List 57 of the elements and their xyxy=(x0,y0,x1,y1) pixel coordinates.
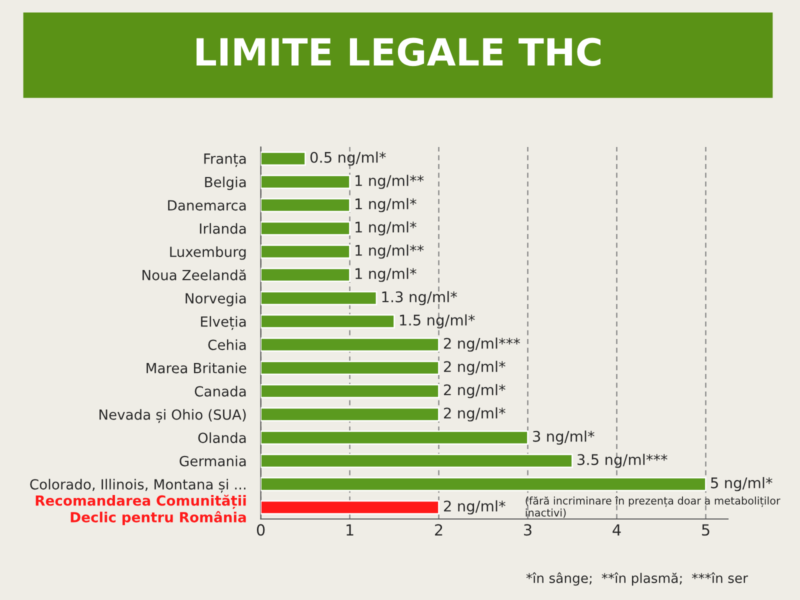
bar xyxy=(260,360,440,375)
data-label: 1 ng/ml* xyxy=(356,198,416,212)
y-tick-label: Olanda xyxy=(198,432,246,444)
data-label: 5 ng/ml* xyxy=(711,477,772,492)
annotation: (fără incriminare în prezența doar a metaboliților inactivi) xyxy=(526,496,780,518)
bar xyxy=(260,291,378,306)
bar xyxy=(260,268,350,282)
data-label: 3 ng/ml* xyxy=(533,430,594,445)
data-label: 2 ng/ml* xyxy=(444,500,506,514)
y-tick-label: Franța xyxy=(204,154,246,168)
y-tick-label: Elveția xyxy=(201,316,246,330)
x-tick-label: 2 xyxy=(435,524,442,536)
data-label: 1.5 ng/ml* xyxy=(400,314,475,328)
x-tick-label: 3 xyxy=(524,524,532,536)
bar xyxy=(260,430,528,445)
text: *în sânge; **în plasmă; ***în ser xyxy=(526,572,748,586)
data-label: 2 ng/ml* xyxy=(444,384,506,398)
y-tick-label: Nevada și Ohio (SUA) xyxy=(100,409,246,423)
y-tick-label: Recomandarea Comunității Declic pentru România xyxy=(36,494,246,526)
x-tick-label: 0 xyxy=(256,524,265,536)
y-tick-label: Noua Zeelandă xyxy=(142,270,246,280)
bar xyxy=(260,174,350,189)
bar xyxy=(260,314,395,328)
bar xyxy=(260,500,440,514)
y-tick-label: Irlanda xyxy=(200,223,246,234)
x-tick-label: 5 xyxy=(702,524,710,536)
bar xyxy=(260,454,573,468)
y-tick-label: Marea Britanie xyxy=(146,362,246,374)
data-label: 2 ng/ml* xyxy=(444,360,506,375)
y-tick-label: Norvegia xyxy=(186,292,246,306)
bar xyxy=(260,152,306,166)
x-tick-label: 4 xyxy=(612,524,621,536)
y-tick-label: Cehia xyxy=(208,339,246,350)
bar xyxy=(260,477,706,492)
bar xyxy=(260,244,350,259)
data-label: 1.3 ng/ml* xyxy=(382,291,458,306)
y-tick-label: Colorado, Illinois, Montana și ... xyxy=(30,478,246,493)
data-label: 1 ng/ml** xyxy=(356,174,424,189)
data-label: 2 ng/ml* xyxy=(444,407,506,422)
bar xyxy=(260,221,350,236)
y-tick-label: Canada xyxy=(194,386,246,397)
bar xyxy=(260,338,440,352)
bar xyxy=(260,384,440,398)
data-label: 1 ng/ml* xyxy=(356,268,416,282)
bar xyxy=(260,407,440,422)
x-tick-label: 1 xyxy=(346,524,354,536)
y-tick-label: Belgia xyxy=(205,176,246,190)
y-tick-label: Danemarca xyxy=(168,200,246,211)
data-label: 1 ng/ml** xyxy=(356,244,424,259)
data-label: 0.5 ng/ml* xyxy=(310,152,386,166)
data-label: 1 ng/ml* xyxy=(356,221,416,236)
y-tick-label: Luxemburg xyxy=(170,246,246,260)
y-tick-label: Germania xyxy=(180,456,246,466)
chart-title: LIMITE LEGALE THC xyxy=(196,38,600,66)
data-label: 2 ng/ml*** xyxy=(444,338,520,352)
bar xyxy=(260,198,350,212)
data-label: 3.5 ng/ml*** xyxy=(578,454,668,468)
